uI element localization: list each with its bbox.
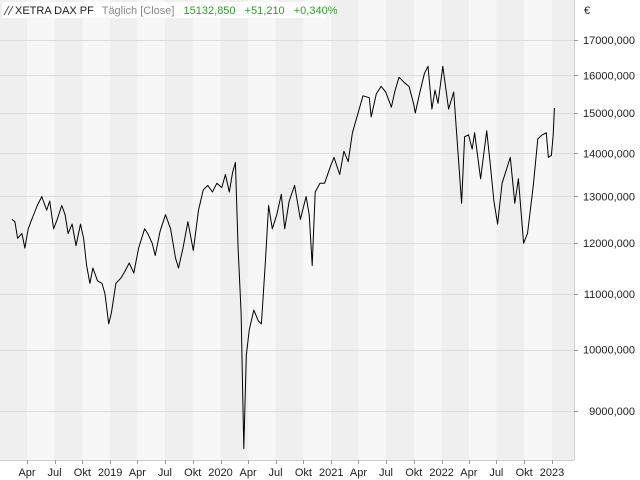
price-line xyxy=(11,65,555,449)
x-tick-label: Jul xyxy=(489,467,503,479)
y-tick-label: 16000,000 xyxy=(583,70,635,82)
last-price: 15132,850 xyxy=(184,5,236,17)
line-chart-icon xyxy=(3,5,14,16)
quarter-band xyxy=(220,0,249,460)
price-change-percent: +0,340% xyxy=(294,5,338,17)
quarter-band xyxy=(275,0,304,460)
x-tick-label: Okt xyxy=(74,467,91,479)
x-tick-label: Okt xyxy=(405,467,422,479)
x-tick-label: Jul xyxy=(269,467,283,479)
y-tick-label: 14000,000 xyxy=(583,148,635,160)
quarter-band xyxy=(110,0,138,460)
symbol-name: XETRA DAX PF xyxy=(15,5,94,17)
y-tick-label: 17000,000 xyxy=(583,35,635,47)
svg-text:XETRA DAX PF Täglich [Cl: XETRA DAX PF Täglich [Close] 15132,850 +… xyxy=(15,5,338,17)
x-tick-label: Jul xyxy=(158,467,172,479)
quarter-bands xyxy=(0,0,574,460)
x-tick-label: Jul xyxy=(379,467,393,479)
chart-header: XETRA DAX PF Täglich [Close] 15132,850 +… xyxy=(2,2,338,18)
x-tick-label: 2022 xyxy=(429,467,453,479)
x-axis-ticks: Apr Jul Okt 2019 Apr Jul Okt 2020 Apr Jul Okt 2021 A… xyxy=(18,460,564,479)
quarter-band xyxy=(331,0,359,460)
x-tick-label: 2020 xyxy=(208,467,232,479)
quarter-band xyxy=(54,0,83,460)
y-tick-label: 9000,000 xyxy=(589,406,635,418)
quarter-band xyxy=(496,0,525,460)
x-tick-label: 2021 xyxy=(319,467,343,479)
x-tick-label: 2023 xyxy=(540,467,564,479)
quarter-band xyxy=(441,0,469,460)
y-tick-label: 11000,000 xyxy=(584,289,635,301)
price-change: +51,210 xyxy=(245,5,285,17)
header-background xyxy=(2,2,326,18)
x-tick-label: Okt xyxy=(295,467,312,479)
x-tick-label: Apr xyxy=(129,467,146,479)
x-tick-label: Apr xyxy=(240,467,257,479)
y-tick-label: 13000,000 xyxy=(583,191,635,203)
x-tick-label: Apr xyxy=(18,467,35,479)
y-axis-ticks: 9000,000 10000,000 11000,000 12000,000 13000… xyxy=(574,35,635,418)
x-tick-label: Apr xyxy=(460,467,477,479)
price-series xyxy=(11,65,555,449)
x-tick-label: Okt xyxy=(516,467,533,479)
currency-label: € xyxy=(584,5,590,17)
y-tick-label: 10000,000 xyxy=(583,345,635,357)
quarter-band xyxy=(385,0,414,460)
x-tick-label: Apr xyxy=(350,467,367,479)
quarter-band xyxy=(552,0,574,460)
x-tick-label: 2019 xyxy=(98,467,122,479)
gridlines xyxy=(0,40,574,412)
x-tick-label: Okt xyxy=(184,467,201,479)
y-tick-label: 15000,000 xyxy=(583,108,635,120)
x-tick-label: Jul xyxy=(47,467,61,479)
y-tick-label: 12000,000 xyxy=(583,238,635,250)
interval-label: Täglich [Close] xyxy=(102,5,175,17)
quarter-band xyxy=(0,0,27,460)
quarter-band xyxy=(164,0,193,460)
